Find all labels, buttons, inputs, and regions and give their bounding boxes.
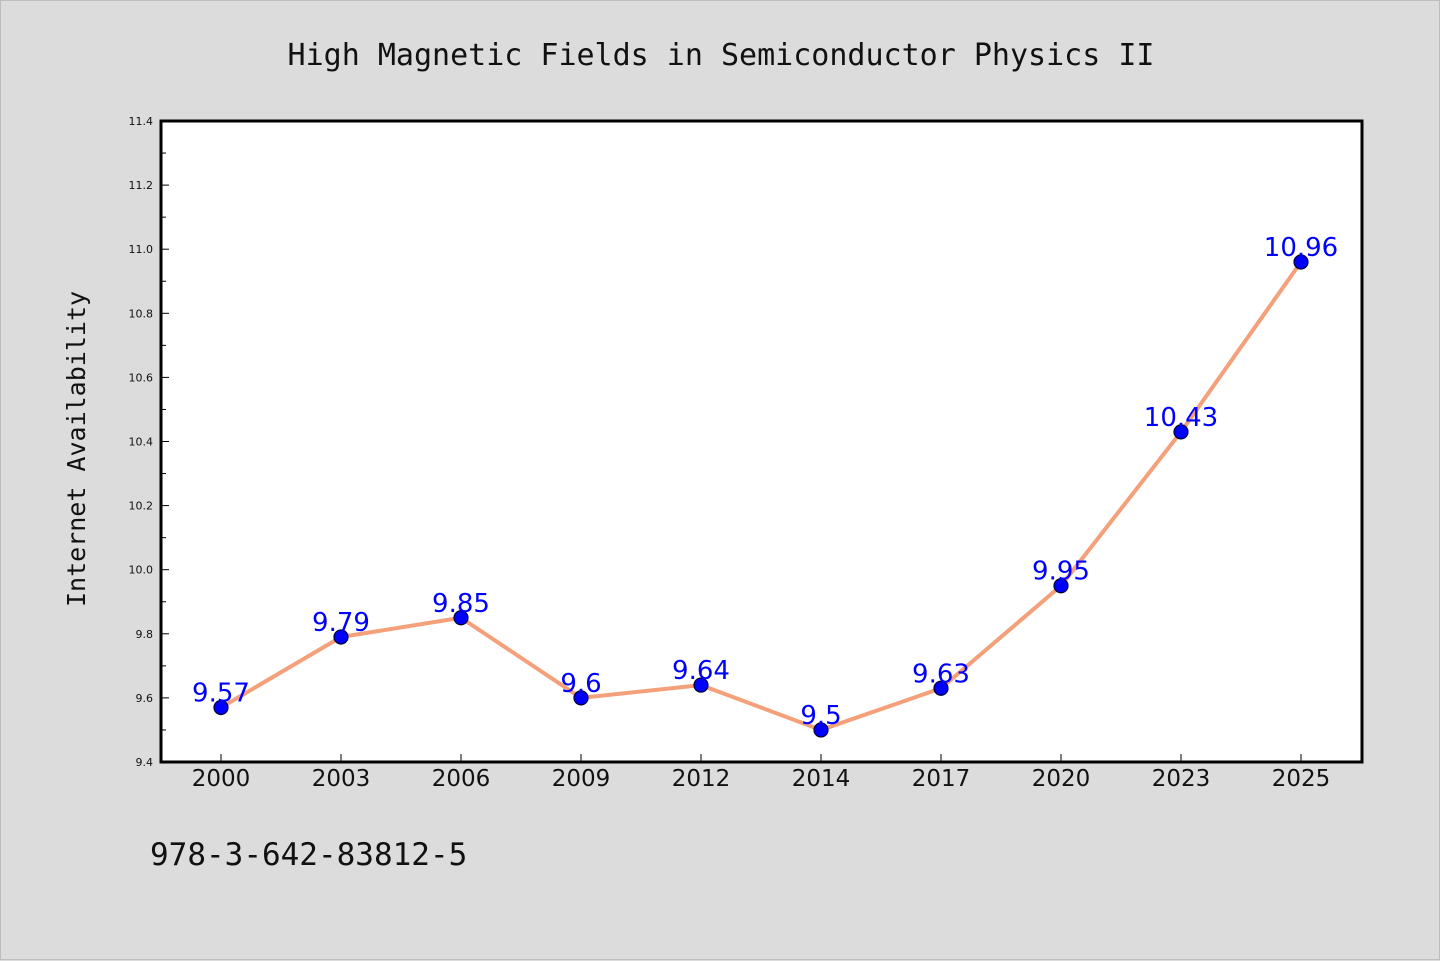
y-tick-label: 11.0 xyxy=(129,243,154,256)
series-layer xyxy=(213,254,1309,738)
y-tick-label: 10.4 xyxy=(129,436,154,449)
x-tick-label: 2023 xyxy=(1152,766,1211,792)
data-label: 9.57 xyxy=(192,679,250,709)
data-point xyxy=(333,629,349,645)
y-tick-label: 10.0 xyxy=(129,564,154,577)
x-tick-label: 2006 xyxy=(432,766,491,792)
data-point xyxy=(1293,254,1309,270)
data-label-layer: 9.57 9.79 9.85 9.6 9.64 9.5 9.63 9.95 10.43 10.96 xyxy=(192,233,1338,731)
data-label: 9.64 xyxy=(672,656,730,686)
y-tick-label: 11.4 xyxy=(129,115,154,128)
data-point xyxy=(1053,578,1069,594)
x-tick-label: 2012 xyxy=(672,766,731,792)
data-point xyxy=(693,677,709,693)
data-point xyxy=(573,690,589,706)
y-tick-label: 10.8 xyxy=(129,307,154,320)
x-tick-label: 2009 xyxy=(552,766,611,792)
isbn-footer: 978-3-642-83812-5 xyxy=(150,837,467,873)
x-axis: 2000 2003 2006 2009 2012 2014 2017 2020 2023 2025 xyxy=(192,754,1331,792)
y-tick-label: 9.8 xyxy=(136,628,154,641)
y-axis: 9.4 9.6 9.8 10.0 10.2 10.4 10.6 10.8 11.0 11.2 11.… xyxy=(129,115,169,769)
data-point xyxy=(213,699,229,716)
data-point xyxy=(1173,424,1189,440)
data-label: 9.79 xyxy=(312,608,370,638)
data-label: 9.5 xyxy=(800,701,841,731)
data-label: 9.85 xyxy=(432,589,490,619)
data-label: 9.95 xyxy=(1032,557,1090,587)
x-tick-label: 2025 xyxy=(1272,766,1331,792)
data-point xyxy=(453,610,469,626)
data-point xyxy=(933,680,949,696)
series-line xyxy=(219,260,1303,732)
y-tick-label: 10.6 xyxy=(129,371,154,384)
y-tick-label: 11.2 xyxy=(129,179,154,192)
x-tick-label: 2003 xyxy=(312,766,371,792)
y-tick-label: 10.2 xyxy=(129,500,154,513)
data-label: 9.63 xyxy=(912,659,970,689)
plot-area xyxy=(159,119,1364,764)
x-tick-label: 2017 xyxy=(912,766,971,792)
chart-title: High Magnetic Fields in Semiconductor Ph… xyxy=(288,38,1155,73)
x-tick-label: 2014 xyxy=(792,766,851,792)
x-tick-label: 2020 xyxy=(1032,766,1091,792)
y-axis-title: Internet Availability xyxy=(62,291,91,607)
y-tick-label: 9.4 xyxy=(136,756,154,769)
data-label: 10.96 xyxy=(1264,233,1338,263)
data-label: 9.6 xyxy=(560,669,601,699)
y-tick-label: 9.6 xyxy=(136,692,154,705)
data-label: 10.43 xyxy=(1144,403,1218,433)
x-tick-label: 2000 xyxy=(192,766,251,792)
data-point xyxy=(813,722,829,738)
